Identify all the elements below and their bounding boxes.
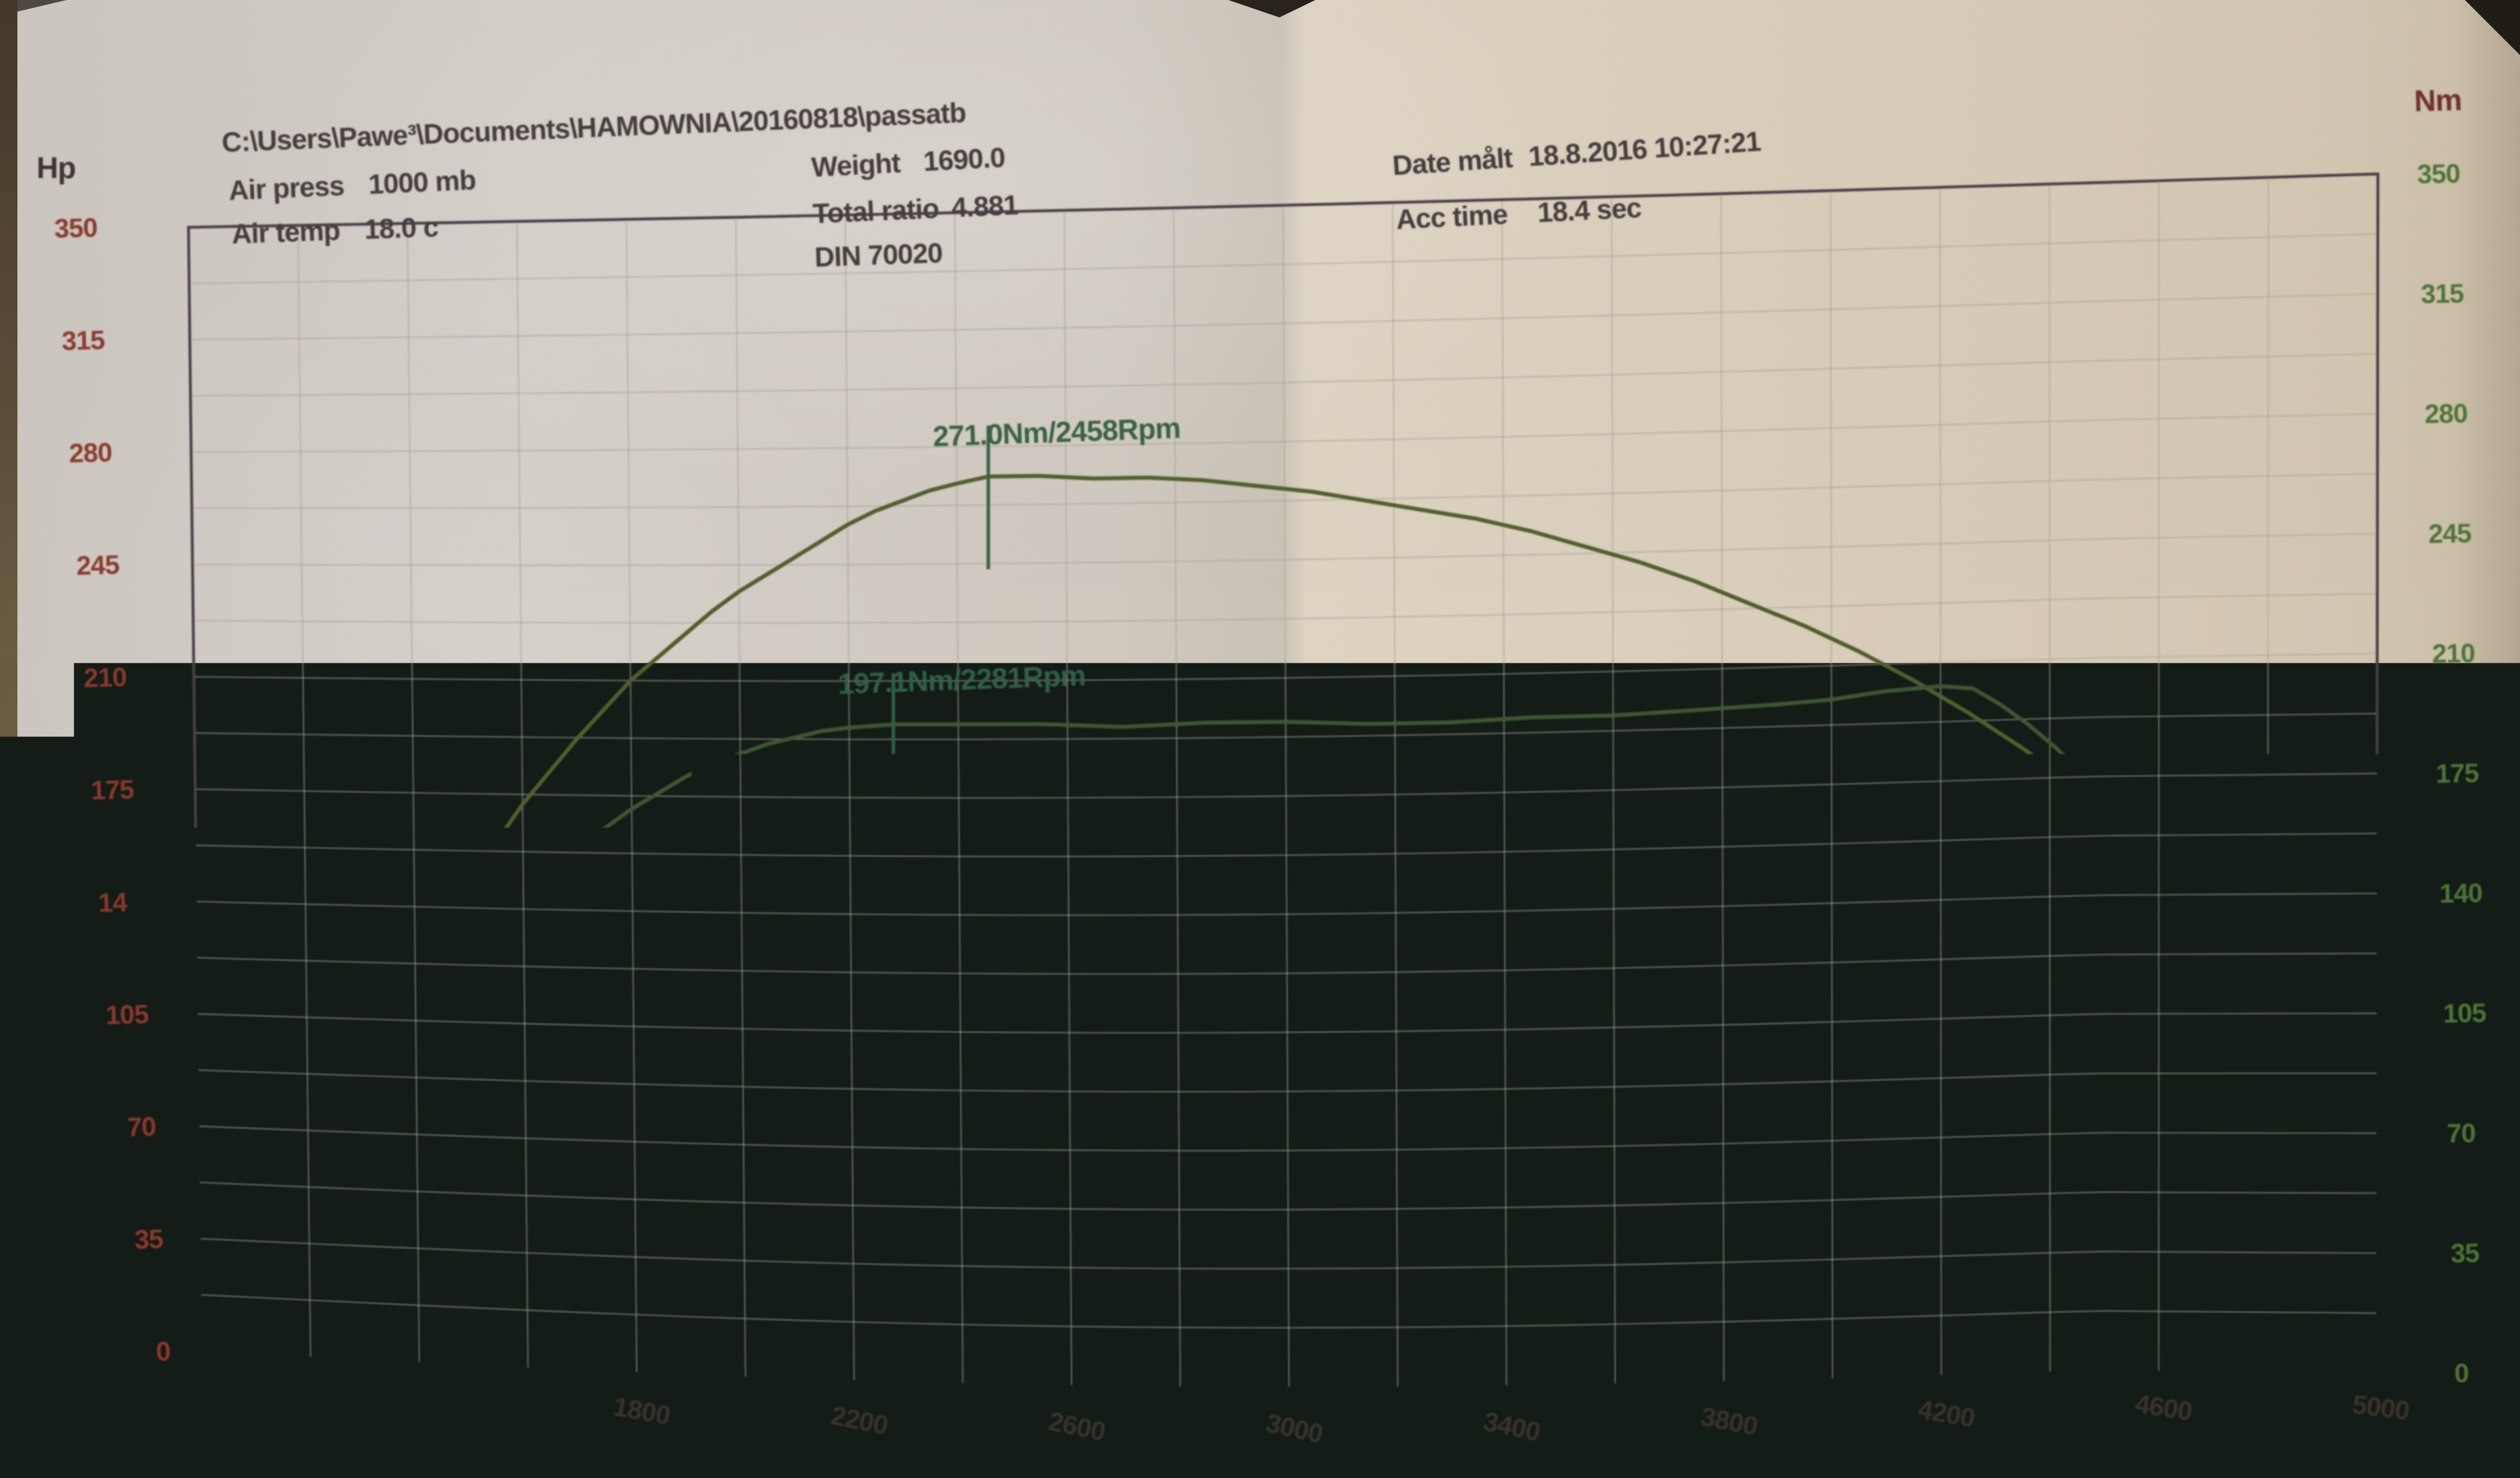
dyno-printout-photo: 1000140018002200260030003400380042004600… [0, 0, 2520, 1478]
photo-grain [0, 0, 2520, 1478]
dyno-chart-canvas: 1000140018002200260030003400380042004600… [0, 0, 2520, 1478]
